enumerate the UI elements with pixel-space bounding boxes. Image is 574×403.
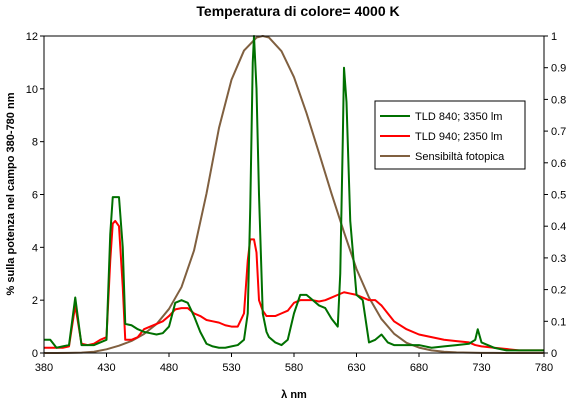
legend-items: TLD 840; 3350 lm TLD 940; 2350 lm Sensibil… [380, 111, 505, 163]
x-tick-label: 780 [535, 362, 553, 374]
legend: TLD 840; 3350 lm TLD 940; 2350 lm Sensibil… [374, 100, 526, 170]
x-tick-label: 480 [160, 362, 178, 374]
y-tick-label: 0 [32, 348, 38, 360]
series-layer [43, 35, 544, 354]
x-tick-label: 430 [97, 362, 115, 374]
y-tick-label: 8 [32, 137, 38, 149]
y2-tick-label: 0.6 [551, 158, 566, 170]
chart-title: Temperatura di colore= 4000 K [196, 3, 399, 19]
y-tick-label: 6 [32, 190, 38, 202]
x-axis-ticks: 380 430 480 530 580 630 680 730 780 [35, 353, 553, 374]
x-tick-label: 580 [285, 362, 303, 374]
legend-item-photopic: Sensibiltà fotopica [380, 151, 505, 163]
x-axis-label: λ nm [281, 389, 307, 401]
legend-label: TLD 840; 3350 lm [415, 111, 502, 123]
y2-tick-label: 0.9 [551, 63, 566, 75]
y2-tick-label: 0.8 [551, 94, 566, 106]
y2-tick-label: 1 [551, 31, 557, 43]
y2-tick-label: 0.7 [551, 126, 566, 138]
y-axis-ticks: 0 2 4 6 8 10 12 [26, 31, 44, 360]
y2-axis-ticks: 0 0.1 0.2 0.3 0.4 0.5 0.6 0.7 0.8 0.9 1 [544, 31, 566, 360]
y-tick-label: 10 [26, 84, 38, 96]
legend-item-tld940: TLD 940; 2350 lm [380, 131, 502, 143]
x-tick-label: 530 [222, 362, 240, 374]
x-tick-label: 730 [472, 362, 490, 374]
plot-area [44, 36, 544, 353]
y-tick-label: 12 [26, 31, 38, 43]
y2-tick-label: 0.5 [551, 190, 566, 202]
legend-item-tld840: TLD 840; 3350 lm [380, 111, 502, 123]
y2-tick-label: 0.4 [551, 221, 566, 233]
series-tld940-line [44, 219, 544, 352]
y-axis-label: % sulla potenza nel campo 380-780 nm [5, 92, 17, 295]
legend-label: Sensibiltà fotopica [415, 151, 505, 163]
series-photopic-line [43, 35, 544, 354]
legend-label: TLD 940; 2350 lm [415, 131, 502, 143]
x-tick-label: 680 [410, 362, 428, 374]
y2-tick-label: 0 [551, 348, 557, 360]
y-tick-label: 2 [32, 295, 38, 307]
y2-tick-label: 0.1 [551, 316, 566, 328]
series-tld840-line [44, 35, 544, 352]
y-tick-label: 4 [32, 242, 38, 254]
x-tick-label: 630 [347, 362, 365, 374]
y2-tick-label: 0.3 [551, 253, 566, 265]
x-tick-label: 380 [35, 362, 53, 374]
y2-tick-label: 0.2 [551, 285, 566, 297]
